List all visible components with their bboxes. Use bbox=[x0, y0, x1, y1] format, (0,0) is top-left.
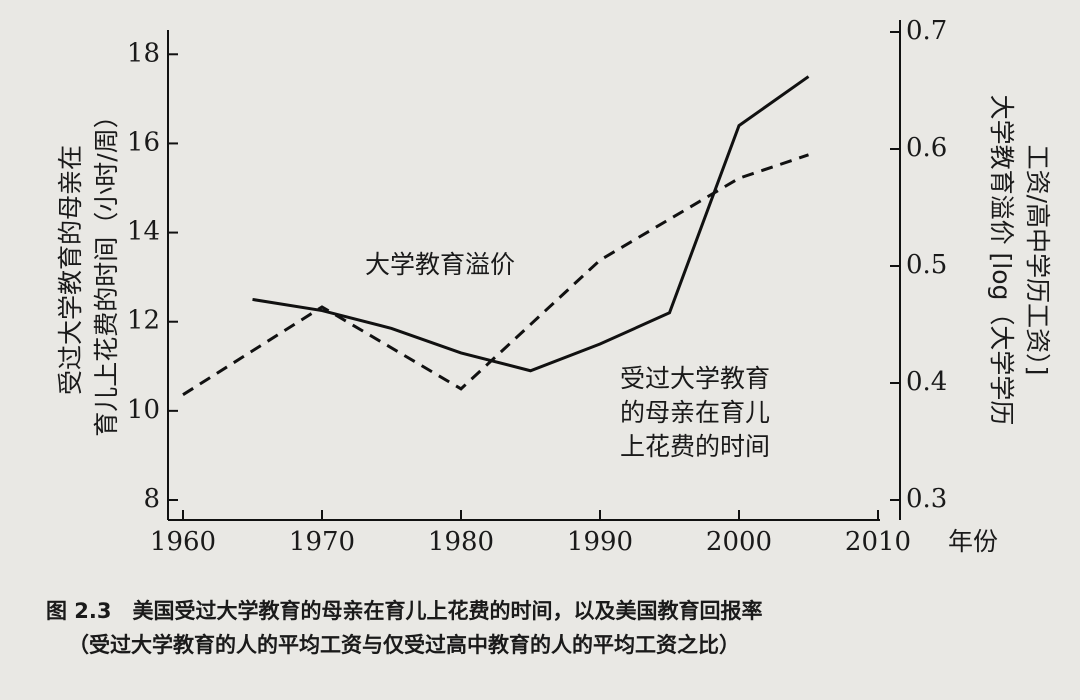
caption: （受过大学教育的人的平均工资与仅受过高中教育的人的平均工资之比） bbox=[68, 633, 740, 657]
x-tick-label: 1970 bbox=[289, 527, 355, 557]
y2-tick-label: 0.6 bbox=[906, 133, 947, 163]
annotation: 的母亲在育儿 bbox=[620, 398, 770, 427]
x-tick-label: 1990 bbox=[567, 527, 633, 557]
y-tick-label: 16 bbox=[127, 127, 160, 157]
x-tick-label: 2010 bbox=[845, 527, 911, 557]
data-line bbox=[252, 75, 810, 373]
y-tick-label: 14 bbox=[127, 217, 160, 247]
x-axis-label: 年份 bbox=[948, 527, 998, 556]
y2-tick-label: 0.7 bbox=[906, 16, 947, 46]
y-tick-label: 12 bbox=[127, 306, 160, 336]
annotation: 受过大学教育 bbox=[620, 364, 770, 393]
annotation: 大学教育溢价 bbox=[365, 250, 515, 279]
x-tick-label: 1960 bbox=[150, 527, 216, 557]
y2-tick-label: 0.4 bbox=[906, 367, 947, 397]
y-axis-label: 受过大学教育的母亲在 bbox=[56, 145, 85, 395]
y-tick-label: 10 bbox=[127, 395, 160, 425]
y-axis-label: 育儿上花费的时间（小时/周） bbox=[92, 103, 121, 436]
y2-axis-label: 工资/高中学历工资）] bbox=[1023, 145, 1052, 376]
data-line bbox=[182, 153, 809, 396]
x-tick-label: 2000 bbox=[706, 527, 772, 557]
y-tick-label: 8 bbox=[143, 484, 160, 514]
y2-tick-label: 0.3 bbox=[906, 484, 947, 514]
x-tick-label: 1980 bbox=[428, 527, 494, 557]
y-tick-label: 18 bbox=[127, 38, 160, 68]
annotation: 上花费的时间 bbox=[620, 432, 770, 461]
caption: 图 2.3 美国受过大学教育的母亲在育儿上花费的时间，以及美国教育回报率 bbox=[46, 599, 763, 623]
y2-tick-label: 0.5 bbox=[906, 250, 947, 280]
y2-axis-label: 大学教育溢价 [log（大学学历 bbox=[987, 95, 1016, 426]
